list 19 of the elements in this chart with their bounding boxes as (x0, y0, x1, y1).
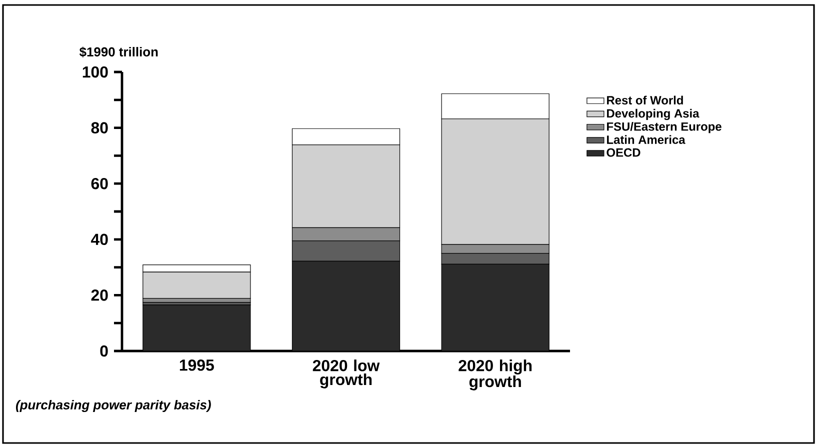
y-tick-label: 40 (90, 234, 108, 246)
x-tick-label: 1995 (180, 360, 214, 371)
y-tick-label: 0 (100, 345, 108, 357)
x-tick-label: 2020 low growth (312, 360, 380, 388)
bar (292, 260, 400, 351)
bar (441, 264, 550, 351)
bar (142, 304, 251, 351)
y-axis-title: $1990 trillion (79, 46, 158, 58)
legend-label: Rest of World (607, 96, 683, 104)
legend-label: Latin America (607, 135, 686, 144)
y-tick-label: 80 (91, 122, 108, 134)
text: (purchasing power parity basis) (16, 400, 211, 412)
legend-label: Developing Asia (607, 108, 700, 120)
legend-label: OECD (606, 148, 640, 157)
y-tick-label: 60 (91, 178, 108, 190)
y-tick-label: 20 (91, 290, 108, 301)
y-tick-label: 100 (82, 66, 108, 78)
x-tick-label: 2020 high growth (458, 360, 532, 390)
legend-label: FSU/Eastern Europe (607, 122, 722, 134)
